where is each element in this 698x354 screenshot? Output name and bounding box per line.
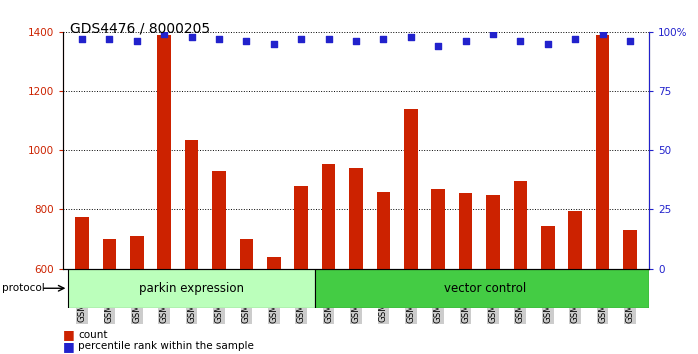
Bar (185, 140, 198, 269)
Point (570, 36, 581, 42)
Point (378, 36, 389, 42)
Bar (349, 168, 363, 269)
Bar (103, 239, 117, 269)
Text: protocol: protocol (2, 283, 45, 293)
Point (515, 39, 526, 44)
Point (76, 36, 87, 42)
Point (433, 43, 444, 49)
Bar (431, 189, 445, 269)
Point (104, 36, 115, 42)
Point (406, 34, 417, 39)
Bar (404, 109, 417, 269)
Bar (267, 257, 281, 269)
Bar (130, 236, 144, 269)
Bar (459, 193, 473, 269)
Point (323, 36, 334, 42)
Point (241, 39, 252, 44)
Bar (212, 171, 226, 269)
Bar (315, 269, 649, 308)
Text: ■: ■ (63, 328, 75, 341)
Point (186, 34, 197, 39)
Bar (239, 239, 253, 269)
Point (158, 32, 170, 37)
Text: GDS4476 / 8000205: GDS4476 / 8000205 (70, 21, 210, 35)
Point (460, 39, 471, 44)
Bar (568, 211, 582, 269)
Point (625, 39, 636, 44)
Point (542, 41, 554, 46)
Bar (322, 164, 336, 269)
Text: parkin expression: parkin expression (139, 282, 244, 295)
Text: percentile rank within the sample: percentile rank within the sample (78, 341, 254, 351)
Text: count: count (78, 330, 107, 339)
Bar (157, 35, 171, 269)
Bar (295, 186, 308, 269)
Bar (623, 230, 637, 269)
Text: ■: ■ (63, 340, 75, 353)
Bar (486, 195, 500, 269)
Bar (514, 181, 527, 269)
Bar (75, 217, 89, 269)
Point (131, 39, 142, 44)
Point (214, 36, 225, 42)
Point (487, 32, 498, 37)
Point (597, 32, 608, 37)
Point (268, 41, 279, 46)
Bar (595, 35, 609, 269)
Point (295, 36, 306, 42)
Bar (68, 269, 315, 308)
Text: vector control: vector control (444, 282, 526, 295)
Bar (376, 192, 390, 269)
Point (350, 39, 362, 44)
Bar (541, 225, 555, 269)
